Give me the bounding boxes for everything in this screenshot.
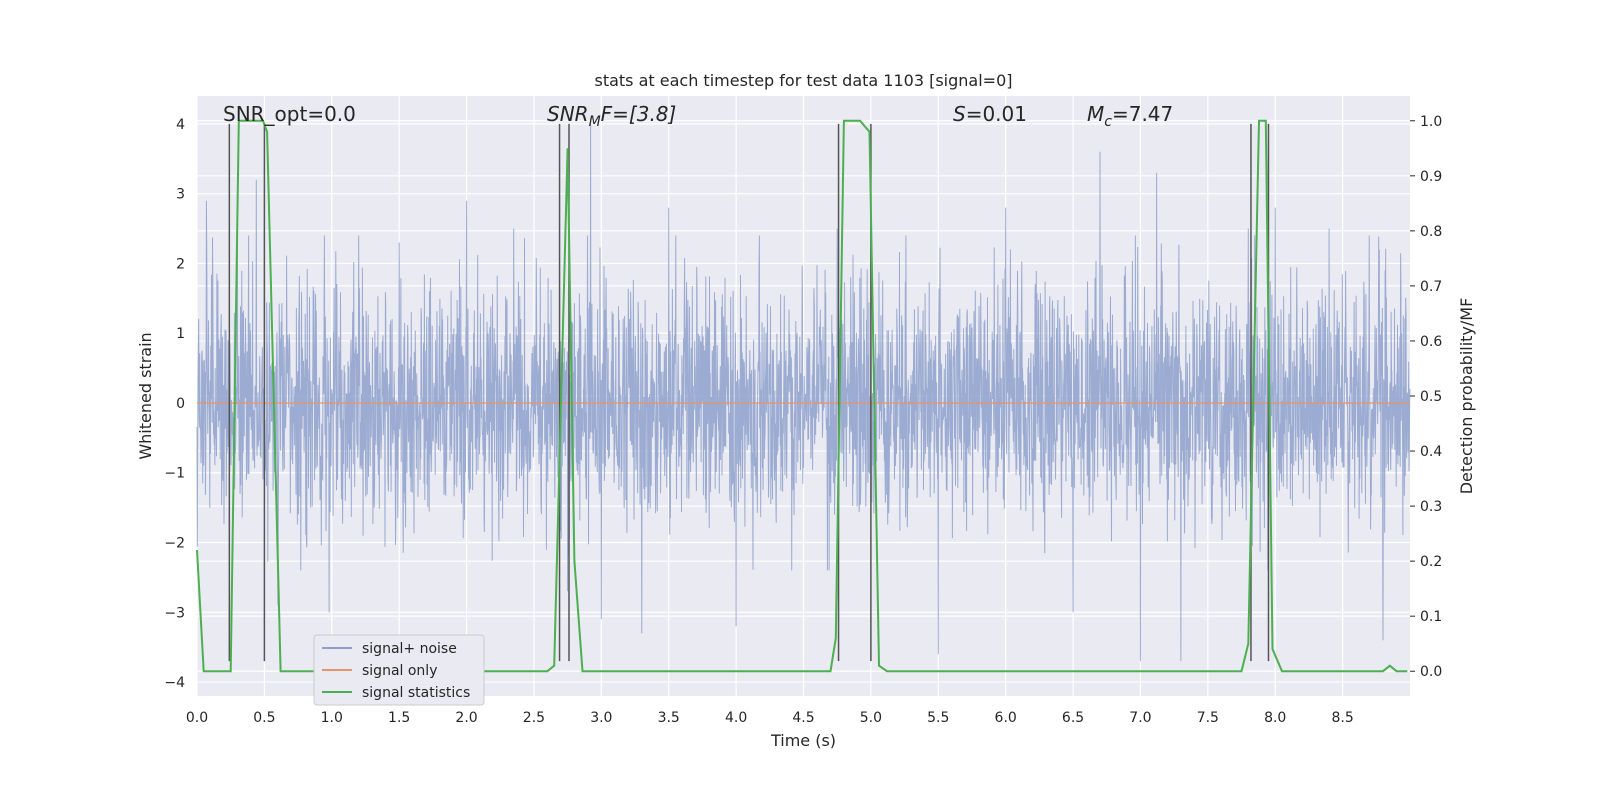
x-tick-label: 3.0 (590, 710, 612, 726)
legend-box (313, 634, 485, 706)
x-tick-label: 7.0 (1129, 710, 1151, 726)
x-tick-label: 8.5 (1331, 710, 1353, 726)
x-tick-label: 6.5 (1062, 710, 1084, 726)
y2-tick-label: 0.6 (1420, 334, 1442, 350)
x-axis-label: Time (s) (770, 731, 836, 750)
signal-statistics-series (196, 119, 1408, 673)
x-tick-label: 1.0 (321, 710, 343, 726)
annotation-mc-name: M (1087, 102, 1104, 126)
legend-label-signal-statistics: signal statistics (362, 685, 470, 701)
x-tick-label: 2.0 (455, 710, 477, 726)
signal-noise-line (196, 123, 1411, 662)
x-tick-label: 1.5 (388, 710, 410, 726)
annotation-mc-sub: c (1104, 114, 1112, 130)
chart-title: stats at each timestep for test data 110… (594, 71, 1012, 90)
legend: signal+ noise signal only signal statist… (313, 634, 485, 706)
y2-tick-label: 1.0 (1420, 114, 1442, 130)
y-tick-label: 2 (176, 256, 185, 272)
y-axis-label: Whitened strain (136, 332, 155, 459)
annotation-snr-mf-rest: F=[3.8] (601, 102, 677, 126)
annotation-snr-opt: SNR_opt=0.0 (223, 102, 356, 126)
y-tick-label: −3 (164, 605, 185, 621)
ticks: 0.0 0.5 1.0 1.5 2.0 2.5 3.0 3.5 4.0 4.5 5.0 5.5 6.0 6… (164, 114, 1442, 726)
legend-label-signal-only: signal only (362, 663, 437, 679)
x-tick-label: 7.5 (1197, 710, 1219, 726)
x-tick-label: 0.0 (186, 710, 208, 726)
x-tick-label: 8.0 (1264, 710, 1286, 726)
y2-tick-label: 0.2 (1420, 554, 1442, 570)
annotation-s-rest: =0.01 (966, 102, 1027, 126)
y2-tick-label: 0.8 (1420, 224, 1442, 240)
annotation-mc: Mc=7.47 (1087, 102, 1173, 130)
y-tick-label: 3 (176, 187, 185, 203)
x-tick-label: 6.0 (995, 710, 1017, 726)
y2-tick-label: 0.4 (1420, 444, 1442, 460)
y-tick-label: 0 (176, 396, 185, 412)
annotation-s: S=0.01 (953, 102, 1027, 126)
annotation-snr-mf-sub: M (589, 114, 601, 130)
legend-label-signal-noise: signal+ noise (362, 641, 457, 657)
x-tick-label: 3.5 (658, 710, 680, 726)
y2-axis-label: Detection probability/MF (1457, 298, 1476, 495)
y2-tick-label: 0.7 (1420, 279, 1442, 295)
y2-tick-label: 0.9 (1420, 169, 1442, 185)
y2-tick-label: 0.1 (1420, 609, 1442, 625)
annotation-snr-mf: SNRMF=[3.8] (547, 102, 676, 130)
x-tick-label: 4.5 (792, 710, 814, 726)
signal-noise-series (196, 123, 1411, 662)
x-tick-label: 5.0 (860, 710, 882, 726)
y-tick-label: −4 (164, 675, 185, 691)
y-tick-label: −2 (164, 536, 185, 552)
y2-tick-label: 0.0 (1420, 664, 1442, 680)
annotation-snr-mf-name: SNR (547, 102, 589, 126)
y2-tick-label: 0.5 (1420, 389, 1442, 405)
y-tick-label: −1 (164, 466, 185, 482)
x-tick-label: 0.5 (253, 710, 275, 726)
y2-tick-label: 0.3 (1420, 499, 1442, 515)
annotation-mc-rest: =7.47 (1112, 102, 1173, 126)
y-tick-label: 4 (176, 117, 185, 133)
signal-statistics-line (196, 119, 1408, 673)
x-tick-label: 2.5 (523, 710, 545, 726)
x-tick-label: 4.0 (725, 710, 747, 726)
annotation-s-name: S (953, 102, 966, 126)
x-tick-label: 5.5 (927, 710, 949, 726)
y-tick-label: 1 (176, 326, 185, 342)
